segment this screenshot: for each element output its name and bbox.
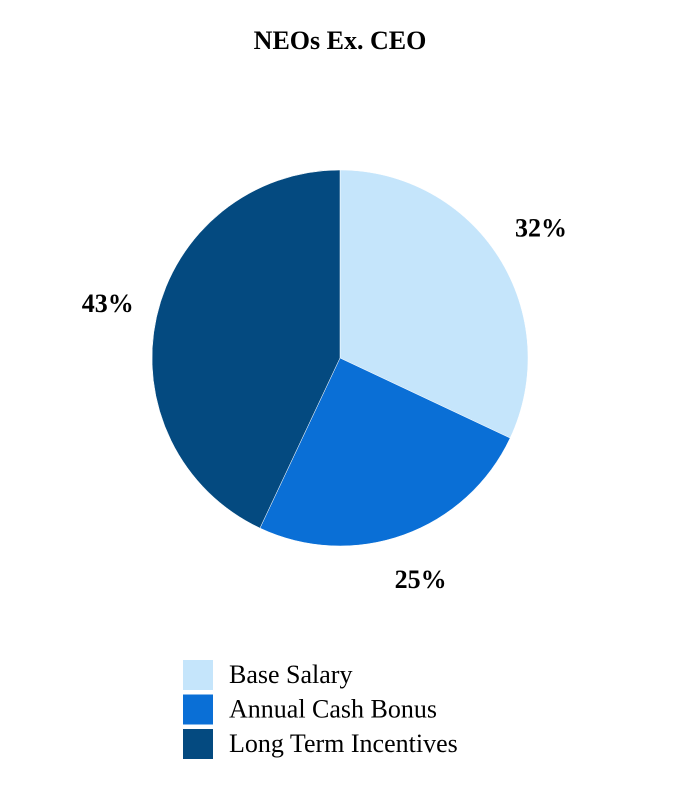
legend-swatch: [183, 660, 213, 690]
legend-swatch: [183, 729, 213, 759]
legend-swatch: [183, 694, 213, 725]
pie-slice: [151, 169, 341, 529]
pie-slice: [339, 169, 529, 439]
value-label: 25%: [395, 565, 447, 594]
value-label: 32%: [515, 213, 567, 242]
chart-title: NEOs Ex. CEO: [254, 26, 427, 55]
pie-slice: [259, 357, 511, 547]
value-label: 43%: [82, 289, 134, 318]
legend-label: Long Term Incentives: [229, 729, 458, 758]
legend-label: Base Salary: [229, 660, 352, 689]
legend-label: Annual Cash Bonus: [229, 694, 437, 723]
